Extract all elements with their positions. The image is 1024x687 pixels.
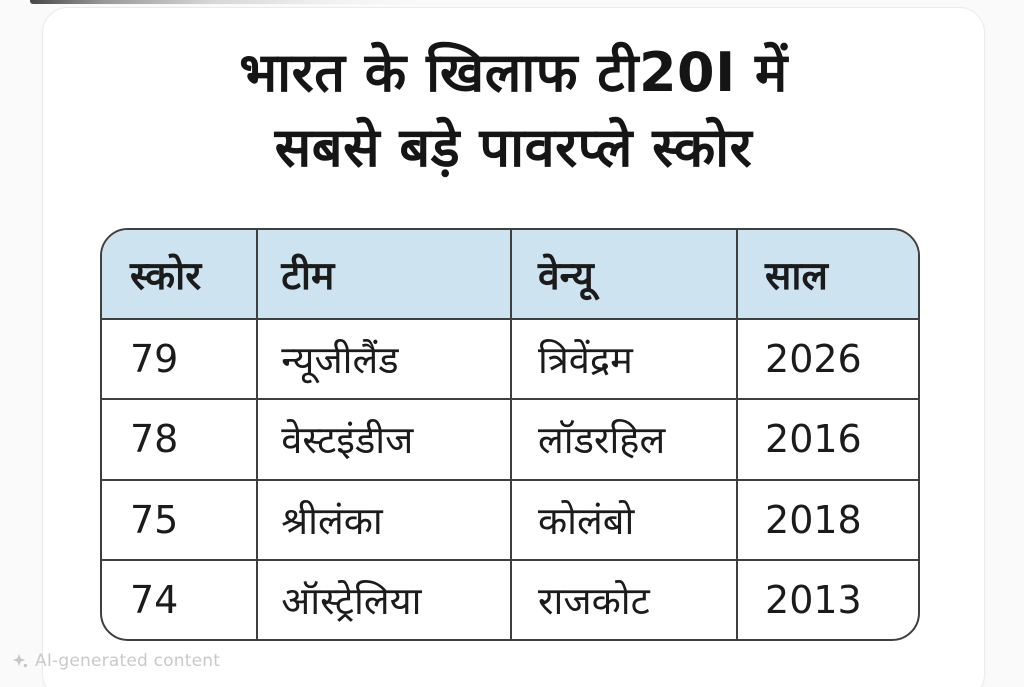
- row1-score: 78: [102, 398, 257, 478]
- title-line-1: भारत के खिलाफ टी20I में: [239, 41, 788, 104]
- header-cell-venue: वेन्यू: [509, 230, 737, 318]
- row0-venue: त्रिवेंद्रम: [509, 318, 737, 399]
- header-cell-team: टीम: [256, 230, 510, 318]
- row0-year: 2026: [736, 318, 918, 399]
- row3-year: 2013: [736, 558, 918, 639]
- row3-team: ऑस्ट्रेलिया: [256, 558, 510, 639]
- ai-watermark: AI-generated content: [12, 651, 220, 671]
- row3-venue: राजकोट: [509, 558, 737, 639]
- row1-venue: लॉडरहिल: [509, 398, 737, 479]
- title-line-2: सबसे बड़े पावरप्ले स्कोर: [274, 115, 753, 179]
- top-edge-artifact: [30, 0, 430, 4]
- row1-year: 2016: [736, 398, 918, 479]
- row2-year: 2018: [736, 478, 918, 559]
- header-cell-year: साल: [736, 230, 918, 318]
- row2-score: 75: [102, 478, 257, 559]
- watermark-label: AI-generated content: [35, 651, 221, 671]
- row0-score: 79: [102, 318, 257, 398]
- row2-venue: कोलंबो: [509, 478, 737, 559]
- row0-team: न्यूजीलैंड: [256, 318, 510, 399]
- powerplay-score-table: स्कोर टीम वेन्यू साल 79 न्यूजीलैंड त्रिव…: [100, 228, 920, 641]
- sparkle-icon: [12, 653, 28, 669]
- header-cell-score: स्कोर: [102, 230, 257, 318]
- row2-team: श्रीलंका: [256, 478, 510, 559]
- infographic-title: भारत के खिलाफ टी20I में सबसे बड़े पावरप्…: [42, 36, 985, 185]
- row1-team: वेस्टइंडीज: [256, 398, 510, 479]
- row3-score: 74: [102, 558, 257, 639]
